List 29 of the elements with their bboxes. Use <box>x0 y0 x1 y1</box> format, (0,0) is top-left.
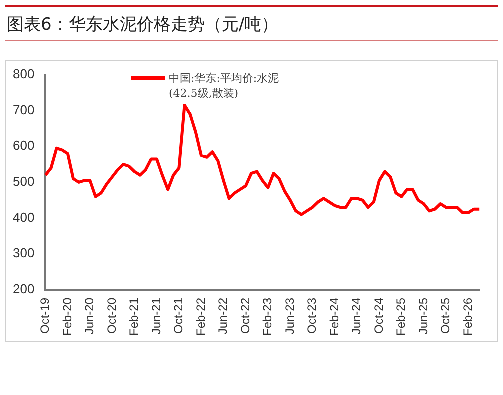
y-tick-label: 200 <box>12 282 35 297</box>
x-tick-label: Feb-23 <box>260 298 275 336</box>
chart-title: 图表6：华东水泥价格走势（元/吨） <box>5 5 498 41</box>
x-tick-label: Feb-26 <box>460 298 475 336</box>
x-tick-label: Jun-23 <box>282 298 297 335</box>
y-tick-label: 400 <box>12 210 35 225</box>
x-tick-label: Oct-20 <box>104 298 119 334</box>
x-tick-label: Feb-21 <box>127 298 142 336</box>
x-tick-label: Oct-21 <box>172 298 186 334</box>
x-tick-label: Jun-22 <box>216 298 230 335</box>
x-tick-label: Jun-25 <box>416 298 430 335</box>
x-tick-label: Jun-20 <box>82 298 97 335</box>
y-tick-label: 300 <box>12 246 35 261</box>
x-tick-label: Feb-22 <box>194 298 208 336</box>
x-tick-label: Oct-24 <box>372 298 386 334</box>
x-tick-label: Jun-21 <box>149 298 164 335</box>
y-tick-label: 500 <box>12 174 35 190</box>
x-tick-label: Oct-19 <box>38 298 52 334</box>
x-tick-label: Feb-24 <box>327 298 342 336</box>
y-tick-label: 600 <box>12 138 35 154</box>
x-tick-label: Jun-24 <box>350 298 364 335</box>
y-tick-label: 700 <box>12 102 35 118</box>
x-tick-label: Oct-22 <box>238 298 252 334</box>
legend-label: 中国:华东:平均价:水泥(42.5级,散装) <box>169 71 280 101</box>
x-tick-label: Feb-20 <box>60 298 74 336</box>
x-tick-label: Oct-23 <box>305 298 320 334</box>
x-tick-label: Feb-25 <box>394 298 408 336</box>
y-tick-label: 800 <box>12 66 35 82</box>
x-tick-label: Oct-25 <box>438 298 453 334</box>
